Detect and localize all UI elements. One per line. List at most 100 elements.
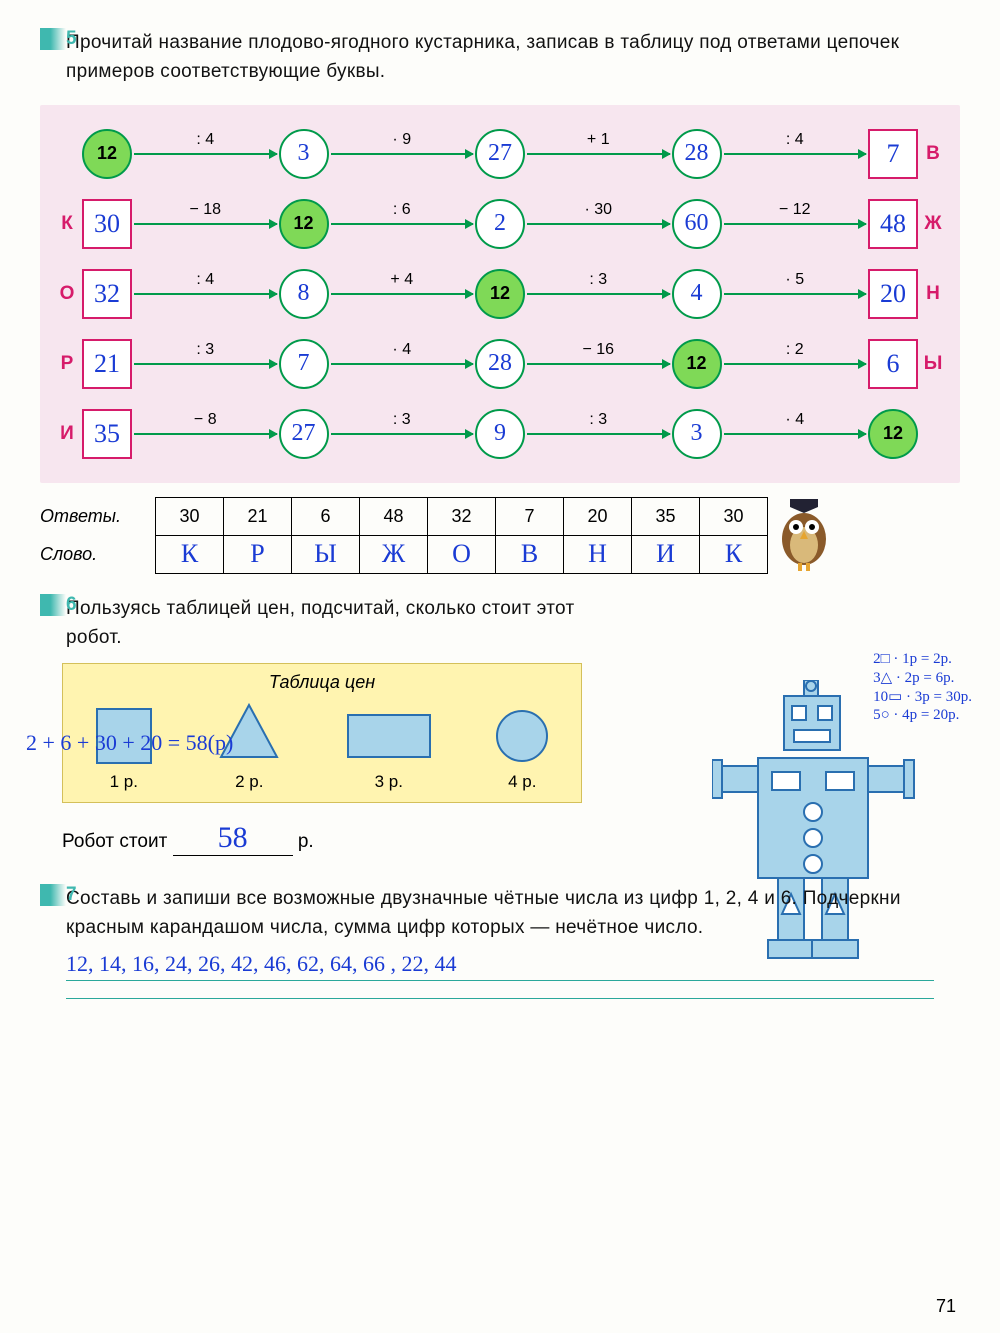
chain-op: − 18 (189, 201, 221, 219)
chain-op: : 4 (196, 271, 214, 289)
answer-cell: 30 (700, 497, 768, 535)
chain-letter-left: И (52, 423, 82, 445)
chain-row: Р21: 37· 428− 1612: 26Ы (52, 329, 948, 399)
task7-text: Составь и запиши все возможные двузначны… (66, 884, 960, 943)
chain-arrow: + 4 (331, 293, 474, 295)
chain-square: 35 (82, 409, 132, 459)
chain-arrow: − 18 (134, 223, 277, 225)
price-2: 2 р. (235, 772, 263, 791)
answer-cell: 7 (496, 497, 564, 535)
chain-arrow: : 4 (724, 153, 867, 155)
chain-op: + 1 (587, 131, 610, 149)
chain-arrow: : 4 (134, 153, 277, 155)
chain-circle-green: 12 (672, 339, 722, 389)
answer-cell: 32 (428, 497, 496, 535)
chain-circle: 3 (672, 409, 722, 459)
chain-op: : 3 (196, 341, 214, 359)
chain-square: 30 (82, 199, 132, 249)
chain-circle: 27 (475, 129, 525, 179)
chain-row: И35− 827: 39: 33· 412 (52, 399, 948, 469)
chains-box: 12: 43· 927+ 128: 47ВК30− 1812: 62· 3060… (40, 105, 960, 483)
price-1: 1 р. (110, 772, 138, 791)
chain-op: : 6 (393, 201, 411, 219)
chain-op: : 4 (196, 131, 214, 149)
chain-square: 20 (868, 269, 918, 319)
chain-arrow: · 30 (527, 223, 670, 225)
price-3: 3 р. (375, 772, 403, 791)
chain-circle: 60 (672, 199, 722, 249)
chain-op: · 4 (785, 411, 804, 429)
chain-op: : 4 (786, 131, 804, 149)
answer-cell: 35 (632, 497, 700, 535)
chain-op: : 3 (393, 411, 411, 429)
word-cell: Ы (292, 535, 360, 573)
chain-letter-right: В (918, 143, 948, 165)
chain-op: · 9 (392, 131, 411, 149)
chain-arrow: : 3 (527, 433, 670, 435)
chain-arrow: : 3 (134, 363, 277, 365)
word-label: Слово. (40, 535, 155, 573)
word-cell: К (700, 535, 768, 573)
chain-arrow: + 1 (527, 153, 670, 155)
answers-block: Ответы. Слово. 3021648327203530 КРЫЖОВНИ… (40, 497, 960, 574)
circle-icon (496, 710, 548, 762)
chain-circle: 4 (672, 269, 722, 319)
chain-letter-right: Н (918, 283, 948, 305)
chain-op: : 2 (786, 341, 804, 359)
chain-arrow: · 4 (724, 433, 867, 435)
chain-op: + 4 (390, 271, 413, 289)
chain-square: 48 (868, 199, 918, 249)
chain-arrow: : 3 (331, 433, 474, 435)
chain-circle: 28 (672, 129, 722, 179)
answer-cell: 30 (156, 497, 224, 535)
task5-text: Прочитай название плодово-ягодного куста… (66, 28, 960, 87)
answer-cell: 48 (360, 497, 428, 535)
chain-arrow: · 9 (331, 153, 474, 155)
handwritten-sum: 2 + 6 + 30 + 20 = 58(р) (26, 730, 233, 756)
answer-cell: 21 (224, 497, 292, 535)
chain-arrow: : 3 (527, 293, 670, 295)
task6-number: 6 (40, 594, 66, 616)
chain-arrow: − 12 (724, 223, 867, 225)
chain-op: − 8 (194, 411, 217, 429)
task6-text: Пользуясь таблицей цен, подсчитай, сколь… (66, 594, 606, 653)
result-value: 58 (173, 821, 293, 856)
chain-op: : 3 (589, 411, 607, 429)
result-unit: р. (298, 831, 314, 852)
chain-square: 32 (82, 269, 132, 319)
chain-circle-green: 12 (475, 269, 525, 319)
answer-cell: 6 (292, 497, 360, 535)
answer-cell: 20 (564, 497, 632, 535)
answers-label: Ответы. (40, 497, 155, 535)
chain-arrow: − 8 (134, 433, 277, 435)
chain-op: − 16 (582, 341, 614, 359)
chain-circle: 8 (279, 269, 329, 319)
chain-square: 6 (868, 339, 918, 389)
task7-number: 7 (40, 884, 66, 906)
chain-row: К30− 1812: 62· 3060− 1248Ж (52, 189, 948, 259)
rect-icon (347, 714, 431, 758)
chain-letter-left: О (52, 283, 82, 305)
owl-icon (776, 497, 836, 573)
chain-op: · 5 (785, 271, 804, 289)
chain-circle: 7 (279, 339, 329, 389)
chain-op: − 12 (779, 201, 811, 219)
chain-circle: 28 (475, 339, 525, 389)
chain-circle: 27 (279, 409, 329, 459)
price-title: Таблица цен (63, 672, 581, 693)
chain-arrow: : 4 (134, 293, 277, 295)
calc-line: 2□ · 1р = 2р. (873, 650, 972, 669)
chain-circle: 9 (475, 409, 525, 459)
chain-row: О32: 48+ 412: 34· 520Н (52, 259, 948, 329)
chain-square: 21 (82, 339, 132, 389)
chain-arrow: · 5 (724, 293, 867, 295)
chain-circle-green: 12 (82, 129, 132, 179)
word-cell: И (632, 535, 700, 573)
page-number: 71 (936, 1296, 956, 1317)
chain-circle: 2 (475, 199, 525, 249)
robot-figure (712, 680, 942, 990)
chain-letter-right: Ы (918, 353, 948, 375)
chain-op: · 30 (584, 201, 612, 219)
chain-arrow: : 2 (724, 363, 867, 365)
answers-table: 3021648327203530 КРЫЖОВНИК (155, 497, 768, 574)
